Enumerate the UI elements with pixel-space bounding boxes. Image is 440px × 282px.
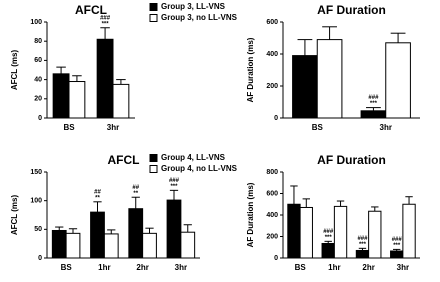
y-tick-label: 40 xyxy=(34,76,42,83)
bar xyxy=(355,249,370,259)
y-tick-label: 600 xyxy=(266,190,278,197)
x-tick-label: BS xyxy=(63,123,75,132)
y-tick-label: 400 xyxy=(266,212,278,219)
x-tick-label: 2hr xyxy=(362,263,374,272)
y-tick-label: 50 xyxy=(34,226,42,233)
y-tick-label: 0 xyxy=(38,255,42,262)
bar xyxy=(316,39,343,119)
y-tick-label: 800 xyxy=(266,169,278,176)
x-tick-label: 3hr xyxy=(380,123,392,132)
y-tick-label: 600 xyxy=(266,19,278,26)
legend-swatch xyxy=(149,154,158,162)
annotation: ## xyxy=(132,185,139,191)
legend-label: Group 4, LL-VNS xyxy=(161,153,226,162)
y-tick-label: 150 xyxy=(30,169,42,176)
y-tick-label: 400 xyxy=(266,51,278,58)
y-tick-label: 80 xyxy=(34,38,42,45)
annotation: *** xyxy=(325,235,333,241)
annotation: ### xyxy=(368,95,379,101)
bar xyxy=(402,203,416,259)
legend-swatch xyxy=(149,3,158,11)
annotation: *** xyxy=(393,243,401,249)
y-tick-label: 0 xyxy=(274,255,278,262)
legend-swatch xyxy=(149,165,158,173)
annotation: *** xyxy=(170,184,178,190)
y-tick-label: 20 xyxy=(34,96,42,103)
annotation: ### xyxy=(357,236,368,242)
chart-title: AFCL xyxy=(108,153,140,167)
bar xyxy=(166,199,182,259)
bar xyxy=(180,231,196,259)
y-tick-label: 60 xyxy=(34,57,42,64)
bar xyxy=(368,210,382,259)
bar xyxy=(52,73,70,119)
bar xyxy=(65,232,81,259)
bar xyxy=(390,250,404,259)
x-tick-label: 2hr xyxy=(136,263,148,272)
x-tick-label: 3hr xyxy=(175,263,187,272)
legend-label: Group 3, LL-VNS xyxy=(161,2,226,11)
y-tick-label: 100 xyxy=(30,19,42,26)
bar xyxy=(360,110,387,119)
bar xyxy=(333,205,348,259)
annotation: ## xyxy=(94,189,101,195)
bar xyxy=(68,81,86,119)
bar xyxy=(385,42,411,119)
y-tick-label: 200 xyxy=(266,83,278,90)
annotation: ### xyxy=(100,15,111,21)
y-axis-label: AF Duration (ms) xyxy=(246,182,255,247)
y-tick-label: 0 xyxy=(274,115,278,122)
bar xyxy=(112,83,130,119)
x-tick-label: BS xyxy=(295,263,307,272)
bar xyxy=(51,229,67,259)
bar xyxy=(321,242,335,259)
x-tick-label: 3hr xyxy=(107,123,119,132)
annotation: ### xyxy=(323,229,334,235)
x-tick-label: 1hr xyxy=(328,263,340,272)
legend-label: Group 3, no LL-VNS xyxy=(161,13,238,22)
bar xyxy=(142,232,157,259)
legend-label: Group 4, no LL-VNS xyxy=(161,164,238,173)
y-axis-label: AF Duration (ms) xyxy=(246,37,255,102)
annotation: ** xyxy=(95,195,100,201)
bar xyxy=(103,233,119,259)
x-tick-label: 3hr xyxy=(397,263,409,272)
annotation: ### xyxy=(169,178,180,184)
bar xyxy=(128,208,144,259)
annotation: *** xyxy=(359,242,367,248)
annotation: ### xyxy=(392,237,403,243)
bar xyxy=(287,203,301,259)
y-tick-label: 0 xyxy=(38,115,42,122)
chart-title: AF Duration xyxy=(317,3,386,17)
annotation: ** xyxy=(133,191,138,197)
y-tick-label: 100 xyxy=(30,198,42,205)
y-tick-label: 200 xyxy=(266,233,278,240)
x-tick-label: BS xyxy=(312,123,324,132)
annotation: *** xyxy=(370,101,378,107)
x-tick-label: 1hr xyxy=(98,263,110,272)
chart-title: AFCL xyxy=(75,3,107,17)
annotation: *** xyxy=(102,21,110,27)
y-axis-label: AFCL (ms) xyxy=(10,195,19,236)
legend-swatch xyxy=(149,14,158,22)
bar xyxy=(299,206,313,259)
bar xyxy=(90,211,105,259)
y-axis-label: AFCL (ms) xyxy=(10,50,19,91)
bar xyxy=(96,38,114,119)
bar xyxy=(292,55,318,119)
x-tick-label: BS xyxy=(61,263,73,272)
chart-title: AF Duration xyxy=(317,153,386,167)
